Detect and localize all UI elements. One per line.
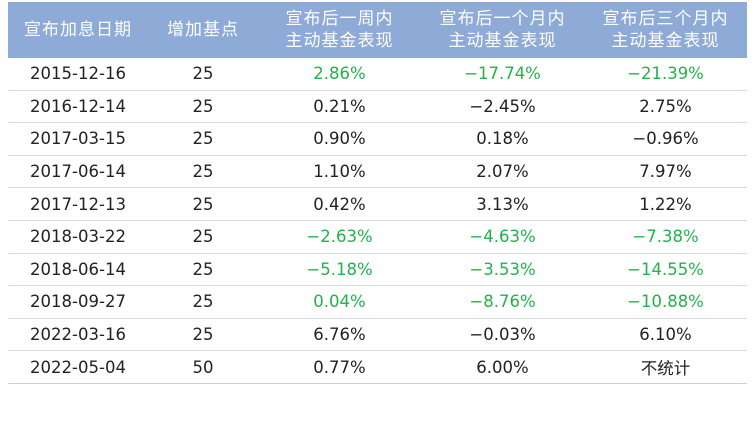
header-row: 宣布加息日期 增加基点 宣布后一周内 主动基金表现 宣布后一个月内 主动基金表现 宣布后三个… [8,2,747,58]
month-performance-cell: 0.18% [421,122,584,156]
table-row: 2018-06-14 25 −5.18% −3.53% −14.55% [8,253,747,287]
rate-hike-fund-performance-table: 宣布加息日期 增加基点 宣布后一周内 主动基金表现 宣布后一个月内 主动基金表现 宣布后三个… [8,2,747,384]
quarter-performance-cell: −14.55% [584,253,747,287]
quarter-performance-cell: −10.88% [584,285,747,319]
basis-points-cell: 25 [148,187,258,221]
table-row: 2018-03-22 25 −2.63% −4.63% −7.38% [8,220,747,254]
date-cell: 2018-03-22 [8,220,148,254]
date-cell: 2016-12-14 [8,90,148,124]
month-performance-cell: 3.13% [421,187,584,221]
header-week-performance: 宣布后一周内 主动基金表现 [258,2,421,58]
date-cell: 2017-03-15 [8,122,148,156]
month-performance-cell: −17.74% [421,58,584,91]
month-performance-cell: −3.53% [421,253,584,287]
week-performance-cell: 6.76% [258,318,421,352]
date-cell: 2015-12-16 [8,58,148,91]
basis-points-cell: 25 [148,58,258,91]
quarter-performance-cell: −7.38% [584,220,747,254]
basis-points-cell: 25 [148,122,258,156]
week-performance-cell: 2.86% [258,58,421,91]
header-text-line: 增加基点 [167,20,239,40]
table-row: 2016-12-14 25 0.21% −2.45% 2.75% [8,90,747,124]
week-performance-cell: 1.10% [258,155,421,189]
basis-points-cell: 25 [148,220,258,254]
header-text-line: 宣布后三个月内 [602,9,729,29]
header-basis-points: 增加基点 [148,2,258,58]
quarter-performance-cell: 2.75% [584,90,747,124]
table-header: 宣布加息日期 增加基点 宣布后一周内 主动基金表现 宣布后一个月内 主动基金表现 宣布后三个… [8,2,747,58]
week-performance-cell: 0.42% [258,187,421,221]
quarter-performance-cell: −21.39% [584,58,747,91]
week-performance-cell: −2.63% [258,220,421,254]
basis-points-cell: 25 [148,155,258,189]
month-performance-cell: −2.45% [421,90,584,124]
header-text-line: 主动基金表现 [448,31,557,51]
quarter-performance-cell: 6.10% [584,318,747,352]
header-text-line: 宣布后一个月内 [439,9,566,29]
header-month-performance: 宣布后一个月内 主动基金表现 [421,2,584,58]
date-cell: 2018-06-14 [8,253,148,287]
month-performance-cell: 2.07% [421,155,584,189]
week-performance-cell: −5.18% [258,253,421,287]
header-text-line: 主动基金表现 [611,31,720,51]
table-row: 2017-03-15 25 0.90% 0.18% −0.96% [8,122,747,156]
basis-points-cell: 25 [148,318,258,352]
header-text-line: 宣布加息日期 [24,20,132,40]
date-cell: 2017-06-14 [8,155,148,189]
month-performance-cell: −8.76% [421,285,584,319]
month-performance-cell: 6.00% [421,350,584,384]
date-cell: 2022-05-04 [8,350,148,384]
basis-points-cell: 25 [148,90,258,124]
quarter-performance-cell: −0.96% [584,122,747,156]
table-body: 2015-12-16 25 2.86% −17.74% −21.39% 2016-12-1… [8,58,747,384]
week-performance-cell: 0.21% [258,90,421,124]
table-row: 2022-03-16 25 6.76% −0.03% 6.10% [8,318,747,352]
header-text-line: 宣布后一周内 [285,9,394,29]
table-row: 2022-05-04 50 0.77% 6.00% 不统计 [8,350,747,384]
date-cell: 2017-12-13 [8,187,148,221]
date-cell: 2022-03-16 [8,318,148,352]
date-cell: 2018-09-27 [8,285,148,319]
month-performance-cell: −0.03% [421,318,584,352]
table-row: 2015-12-16 25 2.86% −17.74% −21.39% [8,58,747,91]
table-row: 2018-09-27 25 0.04% −8.76% −10.88% [8,285,747,319]
basis-points-cell: 50 [148,350,258,384]
month-performance-cell: −4.63% [421,220,584,254]
header-text-line: 主动基金表现 [285,31,394,51]
week-performance-cell: 0.04% [258,285,421,319]
basis-points-cell: 25 [148,285,258,319]
quarter-performance-cell: 7.97% [584,155,747,189]
header-quarter-performance: 宣布后三个月内 主动基金表现 [584,2,747,58]
table-row: 2017-12-13 25 0.42% 3.13% 1.22% [8,187,747,221]
quarter-performance-cell: 不统计 [584,350,747,384]
table-row: 2017-06-14 25 1.10% 2.07% 7.97% [8,155,747,189]
header-date: 宣布加息日期 [8,2,148,58]
week-performance-cell: 0.77% [258,350,421,384]
quarter-performance-cell: 1.22% [584,187,747,221]
rate-hike-table-container: 宣布加息日期 增加基点 宣布后一周内 主动基金表现 宣布后一个月内 主动基金表现 宣布后三个… [8,2,747,384]
basis-points-cell: 25 [148,253,258,287]
week-performance-cell: 0.90% [258,122,421,156]
